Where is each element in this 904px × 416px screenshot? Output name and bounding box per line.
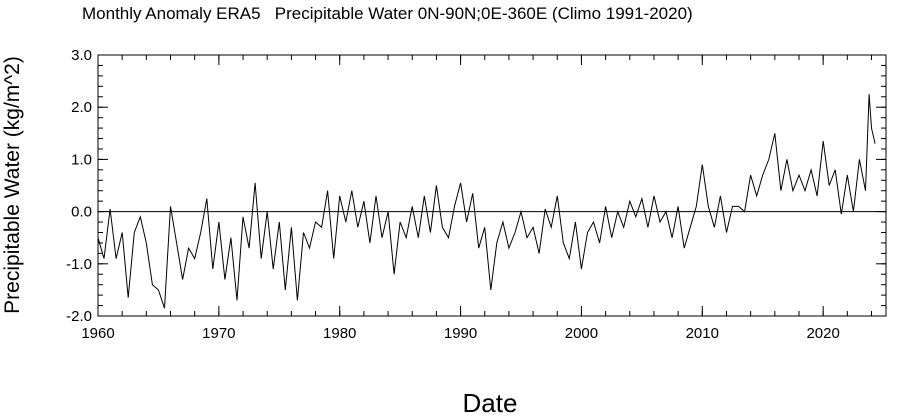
x-axis-ticks: 1960 1970 1980 1990 2000 2010 2020 [81,55,872,342]
x-tick-label: 1980 [323,325,356,342]
plot-area: -2.0 -1.0 0.0 1.0 2.0 3.0 1960 1970 1980 1990 200… [66,47,887,342]
y-tick-label: 3.0 [71,47,92,64]
y-axis-title: Precipitable Water (kg/m^2) [1,56,24,314]
x-tick-label: 2020 [806,325,839,342]
x-axis-title: Date [463,388,518,416]
chart-title: Monthly Anomaly ERA5 Precipitable Water … [82,4,693,23]
x-tick-label: 1970 [202,325,235,342]
y-axis-ticks: -2.0 -1.0 0.0 1.0 2.0 3.0 [66,47,886,325]
y-tick-label: 1.0 [71,151,92,168]
x-tick-label: 2000 [565,325,598,342]
y-tick-label: -1.0 [66,256,92,273]
plot-frame [97,54,887,317]
y-tick-label: -2.0 [66,308,92,325]
y-tick-label: 0.0 [71,204,92,221]
series-line [97,94,876,309]
x-tick-label: 1960 [81,325,114,342]
x-tick-label: 1990 [444,325,477,342]
x-tick-label: 2010 [686,325,719,342]
y-tick-label: 2.0 [71,99,92,116]
